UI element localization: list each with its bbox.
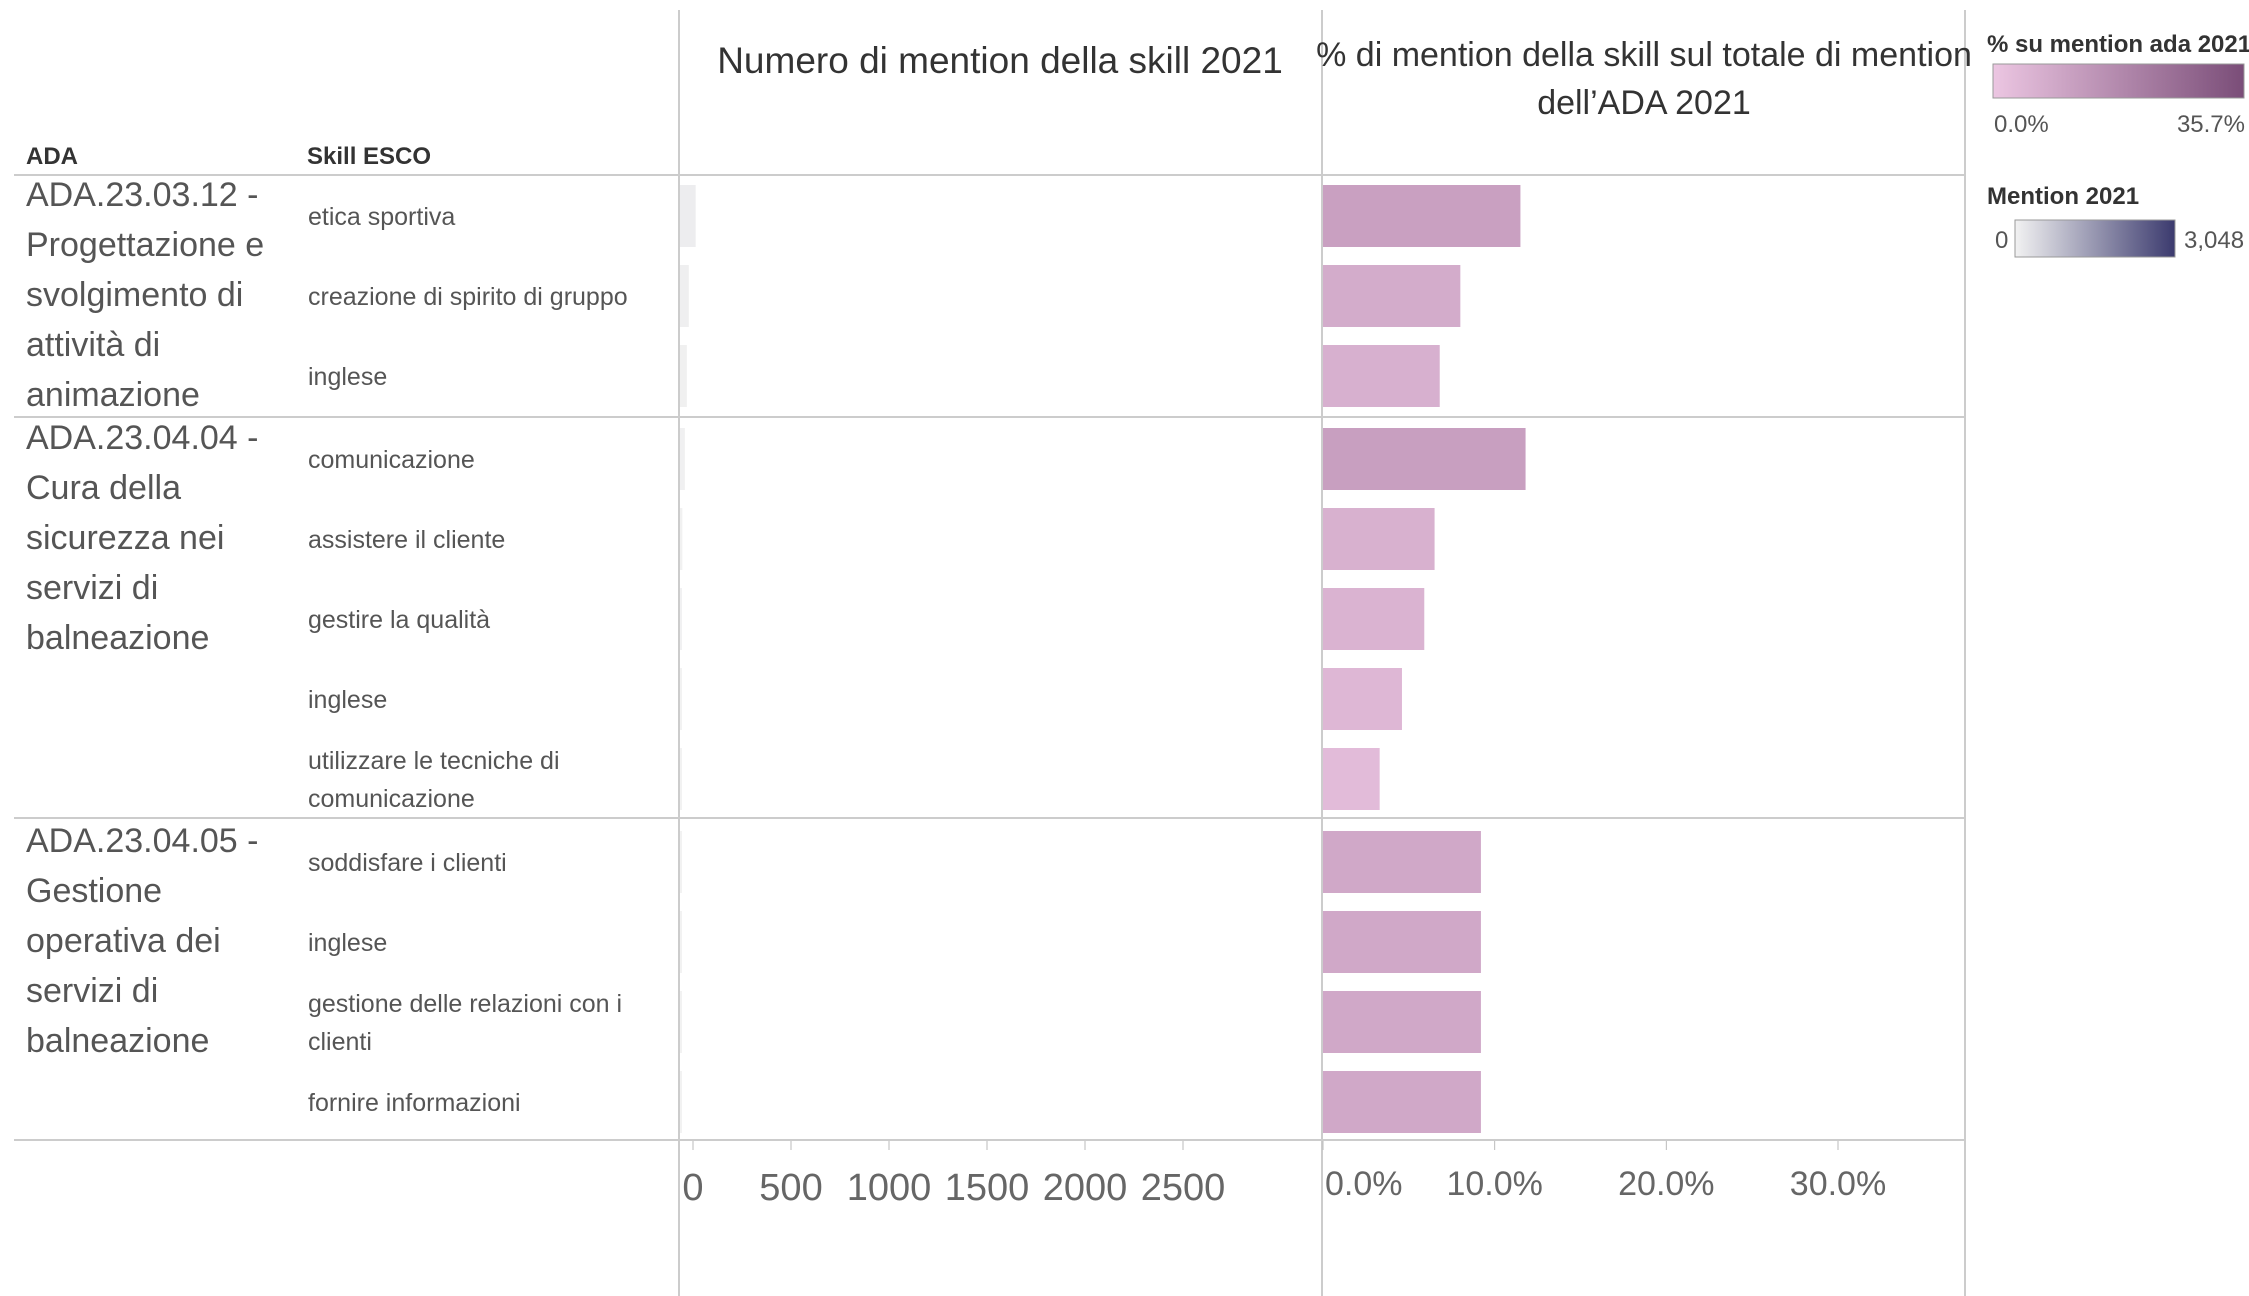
mention-pct-bar xyxy=(1323,265,1461,327)
skill-label: comunicazione xyxy=(308,446,475,474)
ada-label-line: balneazione xyxy=(26,1022,209,1060)
pct-axis-tick-label: 30.0% xyxy=(1790,1165,1886,1203)
skill-label: creazione di spirito di gruppo xyxy=(308,283,628,311)
mention-count-bar xyxy=(680,185,696,247)
mention-pct-bar xyxy=(1323,345,1440,407)
count-axis-tick-label: 2000 xyxy=(1043,1167,1128,1209)
mention-pct-bar xyxy=(1323,748,1380,810)
mention-legend-max: 3,048 xyxy=(2184,227,2244,254)
mention-pct-bar xyxy=(1323,588,1425,650)
mention-pct-bar xyxy=(1323,185,1521,247)
count-axis-tick-label: 1000 xyxy=(847,1167,932,1209)
count-axis-tick-label: 0 xyxy=(682,1167,703,1209)
skill-label: inglese xyxy=(308,929,387,957)
ada-label-line: Progettazione e xyxy=(26,226,264,264)
ada-label-line: servizi di xyxy=(26,569,158,607)
mention-count-bar xyxy=(680,831,682,893)
mention-pct-bar xyxy=(1323,1071,1481,1133)
mention-count-bar xyxy=(680,428,685,490)
ada-label-line: ADA.23.04.04 - xyxy=(26,419,258,457)
pct-panel-title-line1: % di mention della skill sul totale di m… xyxy=(1316,36,1972,74)
mention-count-bar xyxy=(680,991,682,1053)
ada-label-line: operativa dei xyxy=(26,922,221,960)
mention-count-bar xyxy=(680,668,682,730)
skill-label: soddisfare i clienti xyxy=(308,849,507,877)
ada-label-line: balneazione xyxy=(26,619,209,657)
ada-label-line: attività di xyxy=(26,326,160,364)
pct-legend-min: 0.0% xyxy=(1994,111,2049,138)
skill-label: utilizzare le tecniche di xyxy=(308,747,560,775)
mention-legend-gradient xyxy=(2014,219,2176,258)
count-axis-tick-label: 500 xyxy=(759,1167,822,1209)
ada-label-line: ADA.23.03.12 - xyxy=(26,176,258,214)
mention-pct-bar xyxy=(1323,428,1526,490)
skill-label: clienti xyxy=(308,1028,372,1056)
pct-axis-tick-label: 20.0% xyxy=(1618,1165,1714,1203)
count-panel-title: Numero di mention della skill 2021 xyxy=(717,40,1283,81)
skill-label: gestire la qualità xyxy=(308,606,490,634)
mention-count-bar xyxy=(680,508,683,570)
ada-label-line: sicurezza nei xyxy=(26,519,224,557)
mention-pct-bar xyxy=(1323,668,1402,730)
mention-count-bar xyxy=(680,1071,682,1133)
skill-label: assistere il cliente xyxy=(308,526,505,554)
skill-label: inglese xyxy=(308,363,387,391)
pct-color-legend: % su mention ada 2021 0.0% 35.7% xyxy=(1987,31,2249,138)
mention-color-legend: Mention 2021 0 3,048 xyxy=(1987,183,2244,258)
mention-pct-bar xyxy=(1323,991,1481,1053)
ada-column-header: ADA xyxy=(26,143,78,170)
skill-label: comunicazione xyxy=(308,785,475,813)
skill-label: gestione delle relazioni con i xyxy=(308,990,622,1018)
mention-count-bar xyxy=(680,748,682,810)
mention-count-bar xyxy=(680,588,682,650)
mention-pct-bar xyxy=(1323,831,1481,893)
pct-axis-tick-label: 10.0% xyxy=(1446,1165,1542,1203)
mention-count-bar xyxy=(680,265,689,327)
ada-label-line: ADA.23.04.05 - xyxy=(26,822,258,860)
skill-label: fornire informazioni xyxy=(308,1089,521,1117)
mention-legend-title: Mention 2021 xyxy=(1987,183,2139,210)
mention-count-bar xyxy=(680,911,682,973)
skill-label: inglese xyxy=(308,686,387,714)
count-axis-tick-label: 1500 xyxy=(945,1167,1030,1209)
ada-label-line: Gestione xyxy=(26,872,162,910)
skill-column-header: Skill ESCO xyxy=(307,143,431,170)
mention-count-bar xyxy=(680,345,687,407)
chart-axes: 0 500 1000 1500 2000 2500 0.0% 10.0% 20.0% 30.0% xyxy=(682,1141,1886,1209)
skill-label: etica sportiva xyxy=(308,203,455,231)
mention-pct-bar xyxy=(1323,508,1435,570)
ada-label-line: servizi di xyxy=(26,972,158,1010)
ada-label-line: svolgimento di xyxy=(26,276,243,314)
mention-legend-min: 0 xyxy=(1995,227,2008,254)
chart-rows: ADA.23.03.12 - Progettazione e svolgimento… xyxy=(26,176,1526,1133)
mention-pct-bar xyxy=(1323,911,1481,973)
ada-label-line: animazione xyxy=(26,376,200,414)
ada-label-line: Cura della xyxy=(26,469,181,507)
count-axis-tick-label: 2500 xyxy=(1141,1167,1226,1209)
pct-legend-title: % su mention ada 2021 xyxy=(1987,31,2249,58)
pct-axis-tick-label: 0.0% xyxy=(1325,1165,1403,1203)
pct-panel-title-line2: dell’ADA 2021 xyxy=(1537,84,1751,122)
pct-legend-gradient xyxy=(1992,63,2245,99)
pct-legend-max: 35.7% xyxy=(2177,111,2245,138)
